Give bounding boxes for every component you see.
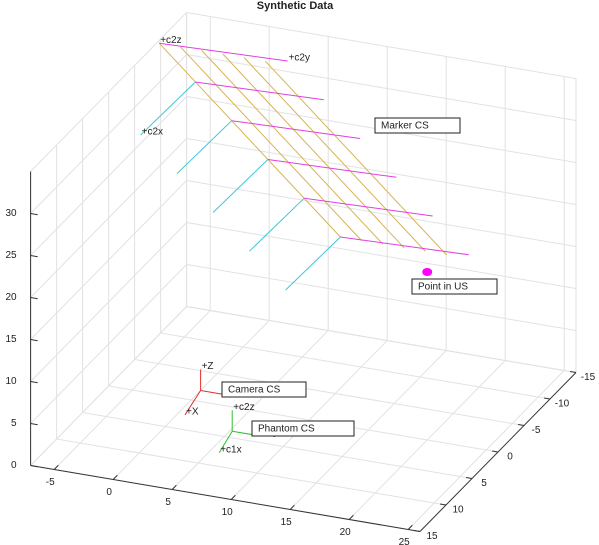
y-tick [414, 530, 421, 532]
z-tick-label: 20 [5, 292, 17, 303]
point [422, 268, 433, 276]
annotation: Phantom CS [258, 424, 315, 435]
annotation-box [251, 420, 355, 437]
axis-label: +c2z [233, 402, 254, 413]
y-tick [466, 477, 473, 479]
x-tick [407, 524, 413, 530]
y-tick [544, 397, 551, 400]
x-tick [53, 464, 59, 470]
grid-line [30, 264, 187, 424]
z-tick [30, 339, 38, 342]
y-tick [440, 503, 447, 506]
x-tick-label: 5 [165, 497, 171, 508]
grid-line [186, 138, 577, 205]
x-tick [171, 484, 177, 490]
y-tick-label: 5 [481, 478, 487, 489]
annotation-box [374, 117, 461, 134]
chart-title: Synthetic Data [257, 0, 334, 12]
axis-label: +X [186, 406, 199, 417]
x-tick-label: 0 [106, 487, 112, 498]
grid-line [30, 306, 187, 466]
x-tick-label: 10 [222, 507, 234, 518]
annotation-box [411, 278, 498, 295]
z-tick [30, 255, 38, 258]
series-line [158, 42, 447, 256]
x-tick-label: 15 [281, 517, 293, 528]
annotation: Marker CS [381, 121, 429, 132]
x-tick-label: 20 [340, 527, 352, 538]
series-line [184, 369, 225, 416]
y-tick-label: -15 [581, 372, 596, 383]
x-tick [289, 504, 295, 510]
annotation: Point in US [418, 282, 468, 293]
z-tick [30, 297, 38, 300]
grid-line [186, 222, 577, 289]
y-tick [570, 371, 577, 373]
grid-line [186, 264, 577, 331]
z-tick-label: 15 [5, 334, 17, 345]
axis-label: +Z [202, 361, 214, 372]
x-tick [230, 494, 236, 500]
axis-label: +c2x [142, 127, 163, 138]
annotation: Camera CS [228, 385, 281, 396]
series-line [140, 81, 341, 291]
grid-line [108, 385, 499, 453]
x-tick-label: 25 [399, 537, 411, 545]
x-axis-line [30, 465, 421, 532]
z-tick-label: 25 [5, 250, 17, 261]
z-tick-label: 0 [11, 460, 17, 471]
z-tick-label: 30 [5, 208, 17, 219]
z-tick-label: 10 [5, 376, 17, 387]
y-tick-label: 10 [452, 505, 464, 516]
grid-line [56, 438, 447, 506]
grid-line [30, 138, 187, 298]
z-tick [30, 423, 38, 426]
x-tick [348, 514, 354, 520]
z-tick [30, 381, 38, 384]
grid-line [186, 306, 577, 373]
grid-line [134, 359, 525, 426]
y-tick [518, 424, 525, 426]
annotation-box [221, 381, 307, 398]
grid-line [82, 412, 473, 479]
z-tick-label: 5 [11, 418, 17, 429]
y-tick-label: -10 [555, 399, 570, 410]
grid-line [186, 180, 577, 247]
grid-line [30, 222, 187, 382]
grid-line [30, 180, 187, 340]
z-tick [30, 213, 38, 216]
y-tick-label: 15 [426, 531, 438, 542]
y-tick [492, 450, 499, 453]
grid-line [30, 54, 187, 214]
axis-label: +c2z [160, 35, 181, 46]
z-tick [30, 465, 38, 468]
grid-line [30, 96, 187, 256]
axis-label: +c1x [220, 444, 241, 455]
box-edge [186, 12, 577, 79]
axis-label: +c2y [289, 53, 310, 64]
grid-line [160, 332, 551, 400]
series-line [159, 42, 469, 256]
y-tick-label: -5 [532, 425, 541, 436]
x-tick-label: -5 [46, 477, 55, 488]
y-tick-label: 0 [507, 452, 513, 463]
x-tick [112, 474, 118, 480]
